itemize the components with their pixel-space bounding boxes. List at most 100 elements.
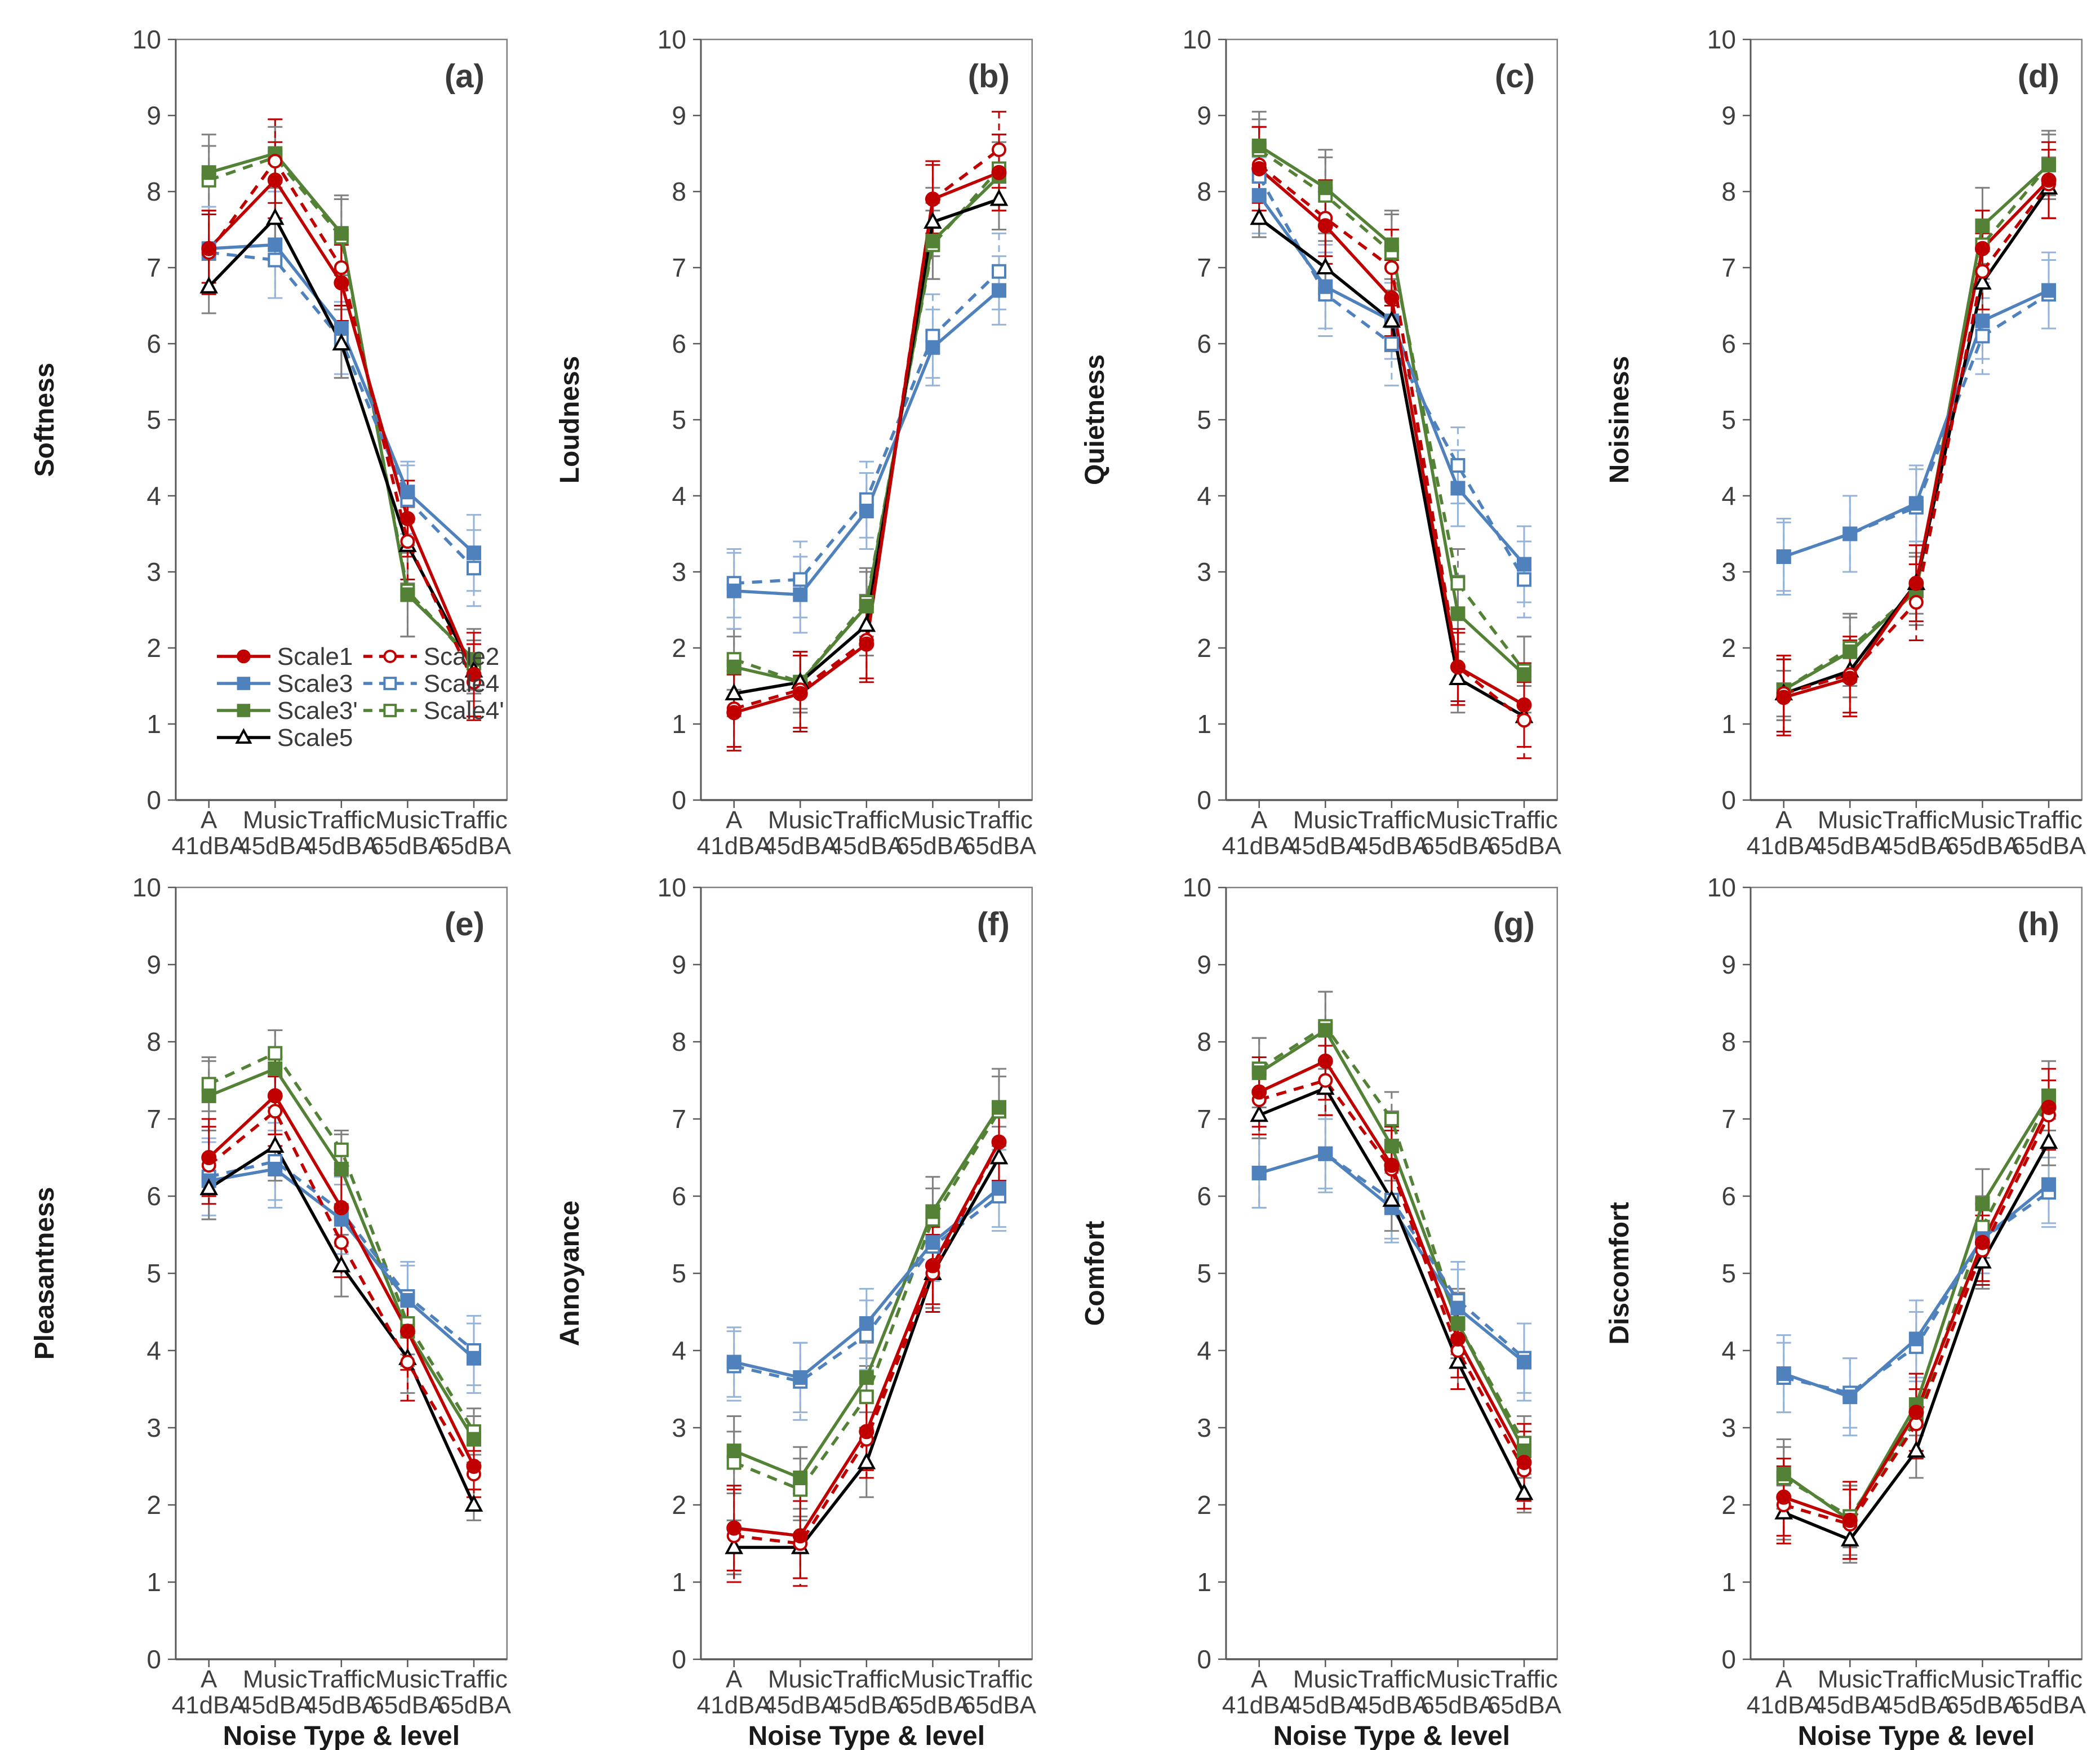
y-tick-label: 1 xyxy=(1722,709,1737,739)
y-tick-label: 7 xyxy=(146,253,161,282)
data-point-Scale3'-3 xyxy=(1975,1196,1990,1211)
panel-letter: (d) xyxy=(2018,59,2059,95)
y-tick-label: 3 xyxy=(1197,1413,1211,1442)
x-category-label: Traffic xyxy=(440,1665,508,1693)
series-markers-Scale3 xyxy=(726,283,1006,602)
y-tick-label: 3 xyxy=(672,557,686,587)
data-point-Scale1-4 xyxy=(2041,1099,2057,1115)
x-category-label: 45dBA xyxy=(1354,1691,1429,1719)
data-point-Scale5-4 xyxy=(464,1494,483,1512)
x-category-label: Traffic xyxy=(965,806,1033,834)
series-markers-Scale3 xyxy=(201,1162,481,1366)
data-point-Scale5-4 xyxy=(989,1147,1009,1165)
x-category-label: Traffic xyxy=(833,1665,900,1693)
x-category-label: Traffic xyxy=(1357,1665,1425,1693)
data-point-Scale3'-4 xyxy=(991,1100,1006,1115)
x-category-label: 45dBA xyxy=(1813,832,1888,860)
panel-letter: (e) xyxy=(445,907,485,943)
y-tick-label: 3 xyxy=(672,1413,686,1442)
y-tick-label: 7 xyxy=(1197,1104,1211,1134)
data-point-Scale3-1 xyxy=(1317,279,1333,294)
panel-b-chart: 012345678910A41dBAMusic45dBATraffic45dBA… xyxy=(555,25,1037,860)
y-tick-label: 5 xyxy=(1197,1259,1211,1288)
x-category-label: Traffic xyxy=(1883,806,1950,834)
x-category-label: A xyxy=(726,1665,743,1693)
y-tick-label: 7 xyxy=(672,253,686,282)
y-tick-label: 10 xyxy=(132,25,161,54)
data-point-Scale1-3 xyxy=(1450,659,1466,675)
y-tick-label: 2 xyxy=(1722,633,1737,663)
x-category-label: 45dBA xyxy=(1879,1691,1954,1719)
y-tick-label: 1 xyxy=(1197,709,1211,739)
x-category-label: 41dBA xyxy=(1222,1691,1297,1719)
x-category-label: A xyxy=(201,806,217,834)
plot-border xyxy=(1225,886,1558,1660)
y-tick-label: 9 xyxy=(1722,101,1737,130)
series-markers-Scale3 xyxy=(1776,283,2057,564)
y-tick-label: 3 xyxy=(146,557,161,587)
y-tick-label: 9 xyxy=(146,101,161,130)
data-point-Scale5-3 xyxy=(1973,1251,1992,1269)
y-tick-label: 7 xyxy=(1197,253,1211,282)
legend-marker-Scale4' xyxy=(383,704,397,717)
panel-letter: (f) xyxy=(977,907,1010,943)
x-category-label: Music xyxy=(1293,806,1357,834)
data-point-Scale3'-3 xyxy=(925,1204,940,1219)
data-point-Scale3'-4 xyxy=(466,1432,481,1447)
data-point-Scale4'-3 xyxy=(1450,576,1465,591)
x-category-label: 65dBA xyxy=(370,1691,445,1719)
x-category-label: 45dBA xyxy=(238,1691,313,1719)
data-point-Scale1-2 xyxy=(334,275,349,291)
data-point-Scale3'-0 xyxy=(1776,1467,1791,1482)
data-point-Scale3-3 xyxy=(1450,1300,1465,1316)
data-point-Scale1-3 xyxy=(925,192,940,207)
legend-label-Scale4: Scale4 xyxy=(424,670,499,698)
legend: Scale1 Scale2 Scale3 Scale4 Scale3' Scale4' Sc… xyxy=(216,643,504,752)
series-markers-Scale1 xyxy=(201,1088,482,1474)
y-tick-label: 0 xyxy=(672,785,686,815)
data-point-Scale3'-2 xyxy=(334,1162,349,1177)
x-category-label: 45dBA xyxy=(238,832,313,860)
data-point-Scale3'-2 xyxy=(334,226,349,241)
y-tick-label: 2 xyxy=(146,1490,161,1520)
data-point-Scale2-3 xyxy=(1975,264,1990,279)
series-markers-Scale5 xyxy=(725,189,1009,700)
data-point-Scale1-4 xyxy=(466,1459,482,1474)
series-markers-Scale3' xyxy=(1251,1023,1531,1459)
data-point-Scale5-0 xyxy=(199,1178,219,1196)
data-point-Scale1-2 xyxy=(1908,575,1924,591)
x-category-label: 41dBA xyxy=(1747,1691,1822,1719)
data-point-Scale3'-2 xyxy=(859,598,874,614)
data-point-Scale3-4 xyxy=(466,545,481,561)
y-tick-label: 10 xyxy=(1707,873,1736,902)
data-point-Scale4'-2 xyxy=(1384,1112,1399,1127)
y-tick-label: 0 xyxy=(1197,1645,1211,1674)
data-point-Scale1-1 xyxy=(267,1088,283,1104)
x-category-label: Music xyxy=(1818,806,1883,834)
data-point-Scale4'-1 xyxy=(268,1046,283,1061)
x-category-label: 65dBA xyxy=(895,832,970,860)
data-point-Scale3-3 xyxy=(400,485,415,500)
data-point-Scale3-2 xyxy=(859,1316,874,1331)
data-point-Scale3-1 xyxy=(268,1162,283,1177)
x-category-label: Traffic xyxy=(440,806,508,834)
series-markers-Scale4 xyxy=(201,245,481,576)
panel-b: 0 1 2 3 4 5 6 7 8 9 10 A 41dBA Music 45dBA Traffic 45dBA… xyxy=(525,0,1050,870)
y-tick-label: 9 xyxy=(672,101,686,130)
y-axis-title: Comfort xyxy=(1080,1221,1109,1326)
data-point-Scale5-3 xyxy=(1973,272,1992,290)
panel-letter: (a) xyxy=(445,59,485,95)
data-point-Scale3-0 xyxy=(1776,549,1791,564)
data-point-Scale3-2 xyxy=(859,504,874,518)
data-point-Scale1-4 xyxy=(466,667,482,682)
panel-h: 0 1 2 3 4 5 6 7 8 9 10 A 41dBA Music 45dBA Traffic 45dBA… xyxy=(1575,870,2100,1750)
data-point-Scale4'-2 xyxy=(859,1389,874,1405)
series-markers-Scale1 xyxy=(1251,161,1531,713)
y-tick-label: 6 xyxy=(1197,1182,1211,1211)
x-category-label: 65dBA xyxy=(1420,832,1495,860)
y-tick-label: 10 xyxy=(1707,25,1736,54)
y-tick-label: 10 xyxy=(132,873,161,902)
y-tick-label: 5 xyxy=(672,1259,686,1288)
data-point-Scale5-2 xyxy=(1382,1189,1401,1207)
data-point-Scale1-2 xyxy=(1383,290,1399,306)
